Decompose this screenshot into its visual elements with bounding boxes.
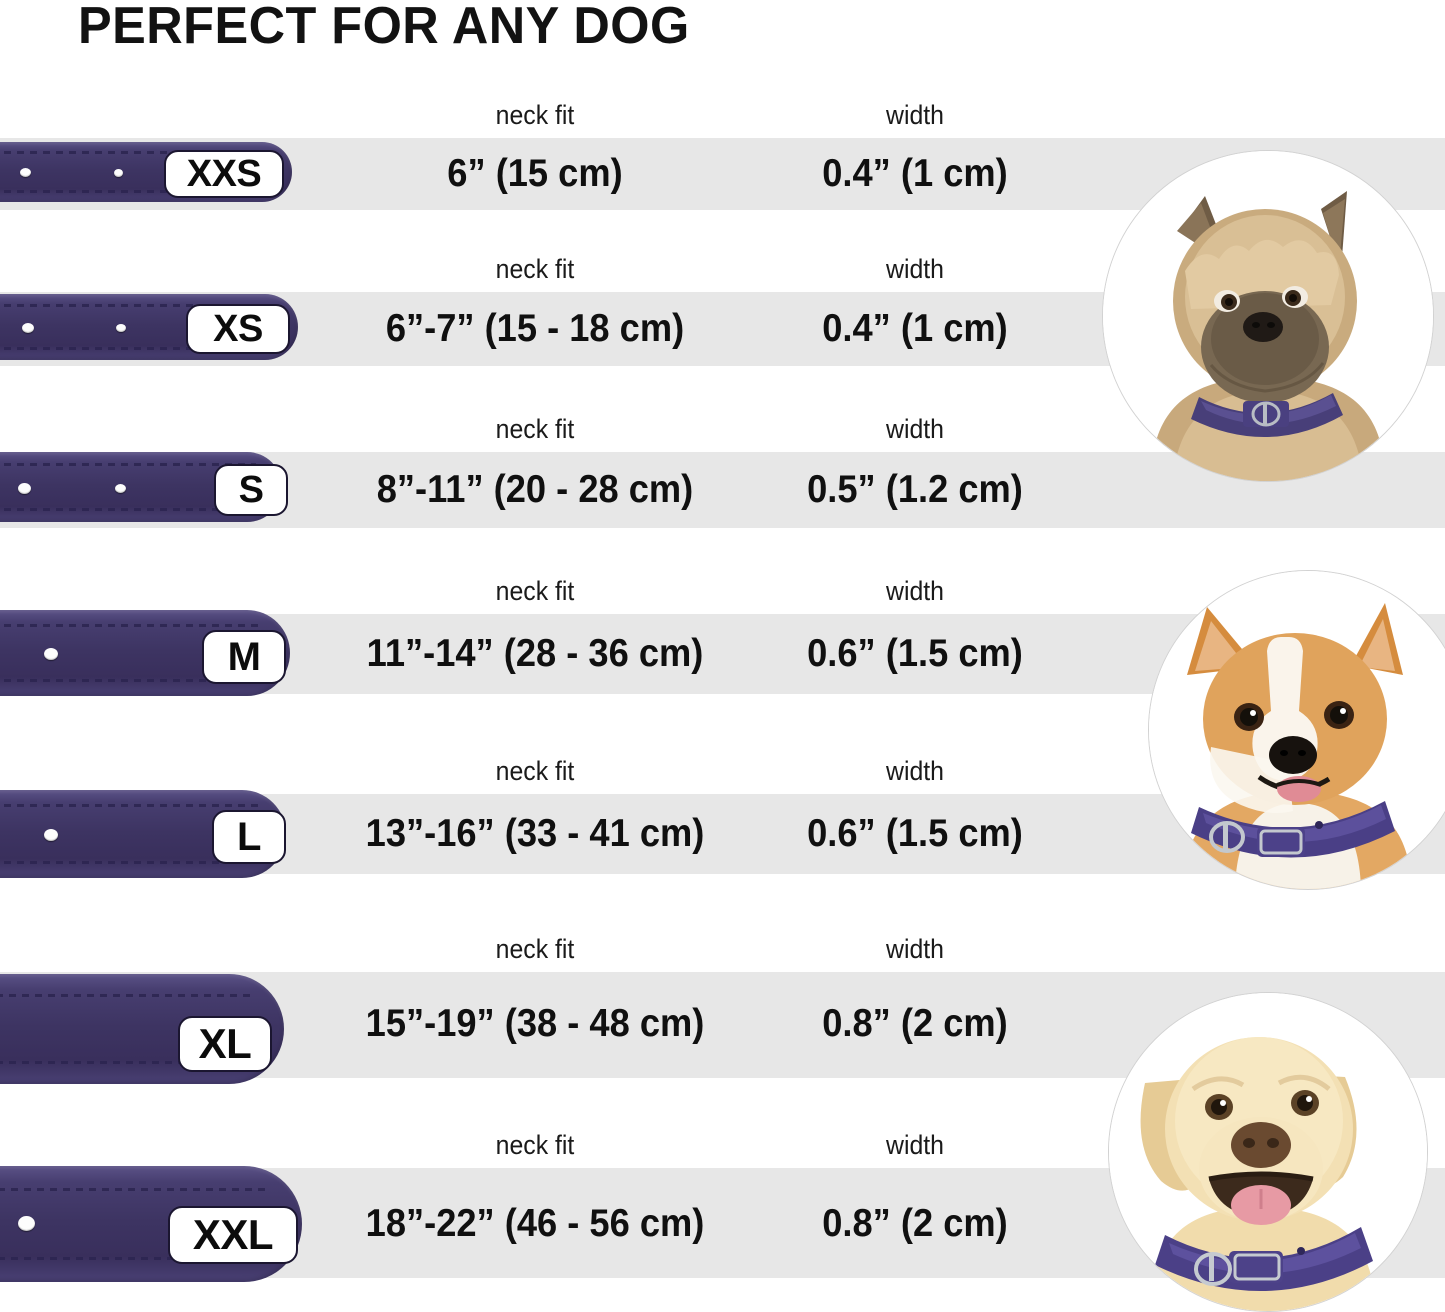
stitch-line-top <box>0 994 254 997</box>
cell-neck-fit: 15”-19” (38 - 48 cm) <box>365 1002 705 1045</box>
stitch-line-top <box>4 304 272 307</box>
column-header-width: width <box>886 576 944 606</box>
column-header-width: width <box>886 1130 944 1160</box>
corgi-illustration <box>1149 571 1445 889</box>
size-badge-s: S <box>214 464 288 516</box>
stitch-line-top <box>4 624 264 627</box>
collar-hole <box>18 1216 35 1231</box>
cell-width: 0.6” (1.5 cm) <box>807 812 1023 855</box>
column-headers: neck fit width <box>0 928 1445 972</box>
collar-hole <box>44 829 58 841</box>
column-header-width: width <box>886 934 944 964</box>
column-header-neck-fit: neck fit <box>495 100 575 130</box>
size-badge-label: L <box>237 814 261 859</box>
cell-neck-fit: 6”-7” (15 - 18 cm) <box>385 307 685 350</box>
column-headers: neck fit width <box>0 94 1445 138</box>
size-badge-label: S <box>238 468 264 511</box>
size-badge-label: XXL <box>192 1211 274 1258</box>
collar-hole <box>44 648 58 660</box>
stitch-line-top <box>0 1188 270 1191</box>
labrador-illustration <box>1109 993 1427 1311</box>
stitch-line-bottom <box>4 861 260 864</box>
stitch-line-bottom <box>4 347 272 350</box>
stitch-line-bottom <box>0 1257 270 1260</box>
corgi-photo <box>1148 570 1445 890</box>
stitch-line-bottom <box>0 1061 254 1064</box>
column-header-neck-fit: neck fit <box>495 576 575 606</box>
column-header-width: width <box>886 100 944 130</box>
column-header-neck-fit: neck fit <box>495 756 575 786</box>
column-header-neck-fit: neck fit <box>495 1130 575 1160</box>
size-badge-xxl: XXL <box>168 1206 298 1264</box>
page-title: PERFECT FOR ANY DOG <box>78 0 690 55</box>
collar-hole <box>20 168 31 177</box>
cell-neck-fit: 6” (15 cm) <box>447 152 623 195</box>
collar-hole <box>114 169 123 177</box>
cairn-terrier-photo <box>1102 150 1434 482</box>
size-badge-xxs: XXS <box>164 150 284 198</box>
cell-width: 0.5” (1.2 cm) <box>807 468 1023 511</box>
labrador-photo <box>1108 992 1428 1312</box>
column-header-neck-fit: neck fit <box>495 934 575 964</box>
size-badge-xs: XS <box>186 304 290 354</box>
size-badge-label: XS <box>213 307 263 350</box>
size-badge-label: XL <box>198 1020 252 1067</box>
size-badge-label: XXS <box>186 152 262 195</box>
collar-hole <box>115 484 126 493</box>
cairn-terrier-illustration <box>1103 151 1433 481</box>
cell-width: 0.8” (2 cm) <box>822 1202 1008 1245</box>
cell-width: 0.8” (2 cm) <box>822 1002 1008 1045</box>
collar-hole <box>116 324 126 332</box>
column-header-width: width <box>886 254 944 284</box>
stitch-line-bottom <box>4 679 264 682</box>
size-badge-l: L <box>212 810 286 864</box>
column-header-neck-fit: neck fit <box>495 254 575 284</box>
cell-neck-fit: 11”-14” (28 - 36 cm) <box>366 632 704 675</box>
collar-hole <box>22 323 34 333</box>
cell-width: 0.4” (1 cm) <box>822 307 1008 350</box>
stitch-line-top <box>4 804 260 807</box>
stitch-line-top <box>4 151 266 154</box>
column-header-neck-fit: neck fit <box>495 414 575 444</box>
cell-width: 0.4” (1 cm) <box>822 152 1008 195</box>
cell-neck-fit: 18”-22” (46 - 56 cm) <box>365 1202 705 1245</box>
cell-neck-fit: 13”-16” (33 - 41 cm) <box>365 812 705 855</box>
cell-neck-fit: 8”-11” (20 - 28 cm) <box>376 468 694 511</box>
size-badge-m: M <box>202 630 286 684</box>
column-header-width: width <box>886 756 944 786</box>
stitch-line-bottom <box>4 190 266 193</box>
column-header-width: width <box>886 414 944 444</box>
stitch-line-top <box>4 463 256 466</box>
cell-width: 0.6” (1.5 cm) <box>807 632 1023 675</box>
size-badge-xl: XL <box>178 1016 272 1072</box>
collar-hole <box>18 483 31 494</box>
stitch-line-bottom <box>4 508 256 511</box>
size-badge-label: M <box>227 634 261 679</box>
